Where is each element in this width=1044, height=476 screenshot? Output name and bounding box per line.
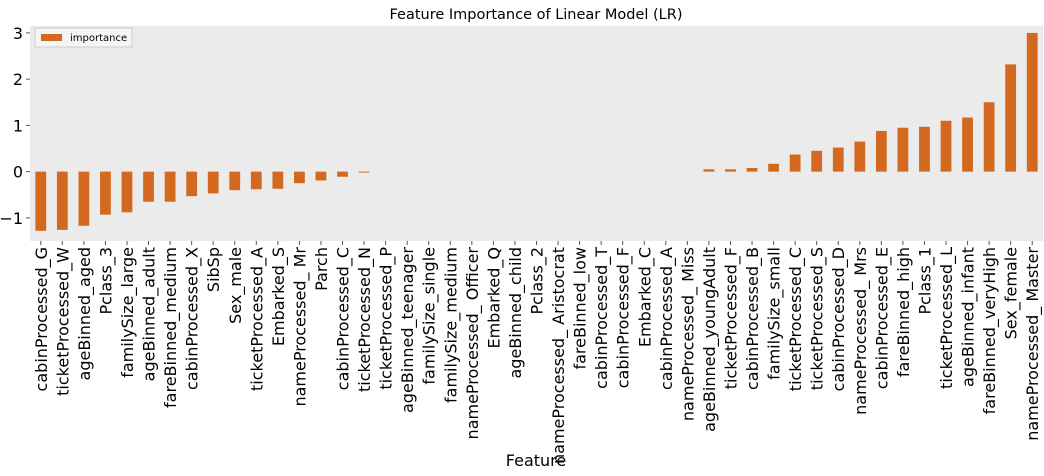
- bar-familysize-small: [768, 163, 779, 172]
- x-tick-label: nameProcessed_ Mr: [290, 247, 310, 407]
- x-tick-label: familySize_medium: [441, 247, 461, 403]
- x-tick-label: nameProcessed_ Miss: [678, 247, 698, 421]
- bar-cabinprocessed-c: [337, 171, 348, 177]
- bars-group: [35, 32, 1038, 231]
- x-tick-label: cabinProcessed_F: [614, 247, 634, 388]
- bar-sex-female: [1005, 64, 1017, 172]
- x-tick-label: Embarked_Q: [484, 247, 504, 349]
- bar-agebinned-aged: [78, 171, 90, 226]
- x-tick-label: fareBinned_low: [571, 247, 591, 370]
- bar-cabinprocessed-b: [746, 167, 758, 172]
- bar-agebinned-youngadult: [703, 169, 715, 172]
- bar-ticketprocessed-s: [811, 150, 823, 172]
- x-tick-label: cabinProcessed_A: [657, 247, 677, 390]
- x-tick-label: ticketProcessed_W: [53, 247, 73, 396]
- bar-pclass-3: [100, 171, 111, 215]
- x-tick-label: Sex_female: [1002, 247, 1022, 339]
- x-tick-label: Sex_male: [226, 247, 246, 324]
- bar-parch: [315, 171, 327, 181]
- bar-nameprocessed-mr: [294, 171, 305, 184]
- chart-title: Feature Importance of Linear Model (LR): [390, 7, 683, 23]
- bar-farebinned-medium: [164, 171, 176, 202]
- bar-embarked-s: [272, 171, 284, 189]
- x-tick-label: ticketProcessed_F: [721, 247, 741, 389]
- bar-ticketprocessed-n: [358, 171, 370, 173]
- x-tick-label: cabinProcessed_X: [183, 247, 203, 390]
- x-tick-label: ageBinned_infant: [959, 247, 979, 387]
- x-tick-label: cabinProcessed_D: [829, 247, 849, 391]
- legend-swatch-importance: [41, 34, 62, 41]
- bar-farebinned-veryhigh: [983, 102, 995, 172]
- x-tick-label: Pclass_1: [915, 247, 935, 315]
- x-tick-label: Pclass_2: [528, 247, 548, 315]
- x-tick-label: Embarked_S: [269, 247, 289, 346]
- bar-sex-male: [229, 171, 241, 191]
- x-tick-label: ageBinned_aged: [75, 247, 95, 380]
- x-tick-label: Embarked_C: [635, 247, 655, 347]
- x-tick-label: cabinProcessed_C: [334, 247, 354, 390]
- bar-agebinned-adult: [143, 171, 154, 202]
- bar-ticketprocessed-w: [56, 171, 68, 230]
- x-tick-label: fareBinned_high: [894, 247, 914, 377]
- x-tick-label: familySize_small: [765, 247, 785, 380]
- x-tick-label: ticketProcessed_P: [377, 247, 397, 390]
- legend: importance: [34, 27, 133, 48]
- bar-pclass-1: [919, 126, 930, 172]
- y-tick-label: −1: [0, 209, 23, 228]
- x-tick-label: fareBinned_medium: [161, 247, 181, 408]
- x-tick-label: nameProcessed_ Aristocrat: [549, 247, 569, 464]
- bar-cabinprocessed-e: [875, 130, 887, 172]
- x-axis-label: Feature: [506, 451, 566, 470]
- bar-cabinprocessed-g: [35, 171, 47, 231]
- bar-nameprocessed-mrs: [854, 141, 866, 172]
- x-tick-label: SibSp: [204, 247, 223, 292]
- x-tick-label: fareBinned_veryHigh: [980, 247, 1000, 414]
- bar-ticketprocessed-a: [250, 171, 262, 190]
- y-tick-label: 3: [13, 24, 23, 43]
- x-tick-label: Pclass_3: [96, 247, 116, 315]
- bar-farebinned-high: [897, 127, 909, 172]
- x-tick-label: Parch: [312, 247, 331, 291]
- bar-sibsp: [207, 171, 219, 194]
- x-tick-label: ageBinned_teenager: [398, 247, 418, 413]
- bar-familysize-large: [121, 171, 133, 213]
- x-tick-label: ticketProcessed_L: [937, 247, 957, 389]
- x-tick-label: familySize_single: [420, 247, 440, 385]
- y-axis: −1 0 1 2 3: [0, 24, 30, 228]
- x-tick-label: ticketProcessed_N: [355, 247, 375, 392]
- y-tick-label: 2: [13, 70, 23, 89]
- bar-cabinprocessed-d: [832, 147, 844, 172]
- legend-label-importance: importance: [70, 33, 127, 44]
- x-tick-label: cabinProcessed_T: [592, 247, 612, 389]
- bar-ticketprocessed-c: [789, 154, 801, 172]
- x-tick-label: ticketProcessed_S: [808, 247, 828, 390]
- x-tick-label: ticketProcessed_A: [247, 247, 267, 391]
- x-axis: cabinProcessed_G ticketProcessed_W ageBinn…: [32, 241, 1043, 464]
- bar-ticketprocessed-l: [940, 120, 952, 172]
- x-tick-label: cabinProcessed_G: [32, 247, 52, 391]
- x-tick-label: familySize_large: [118, 247, 138, 378]
- y-tick-label: 0: [13, 163, 23, 182]
- x-tick-label: nameProcessed_ Officer: [463, 247, 483, 440]
- y-tick-label: 1: [13, 116, 23, 135]
- bar-cabinprocessed-x: [186, 171, 198, 197]
- bar-agebinned-infant: [962, 117, 973, 172]
- x-tick-label: ticketProcessed_C: [786, 247, 806, 391]
- x-tick-label: cabinProcessed_B: [743, 247, 763, 390]
- x-tick-label: ageBinned_youngAdult: [700, 247, 720, 432]
- x-tick-label: nameProcessed_ Mrs: [851, 247, 871, 415]
- legend-box: [34, 27, 133, 48]
- bar-nameprocessed-master: [1026, 32, 1038, 172]
- x-tick-label: nameProcessed_ Master: [1023, 247, 1043, 441]
- plot-area: [30, 26, 1043, 241]
- x-tick-label: ageBinned_adult: [140, 247, 160, 381]
- x-tick-label: cabinProcessed_E: [872, 247, 892, 389]
- bar-ticketprocessed-f: [725, 169, 736, 172]
- x-tick-label: ageBinned_child: [506, 247, 526, 379]
